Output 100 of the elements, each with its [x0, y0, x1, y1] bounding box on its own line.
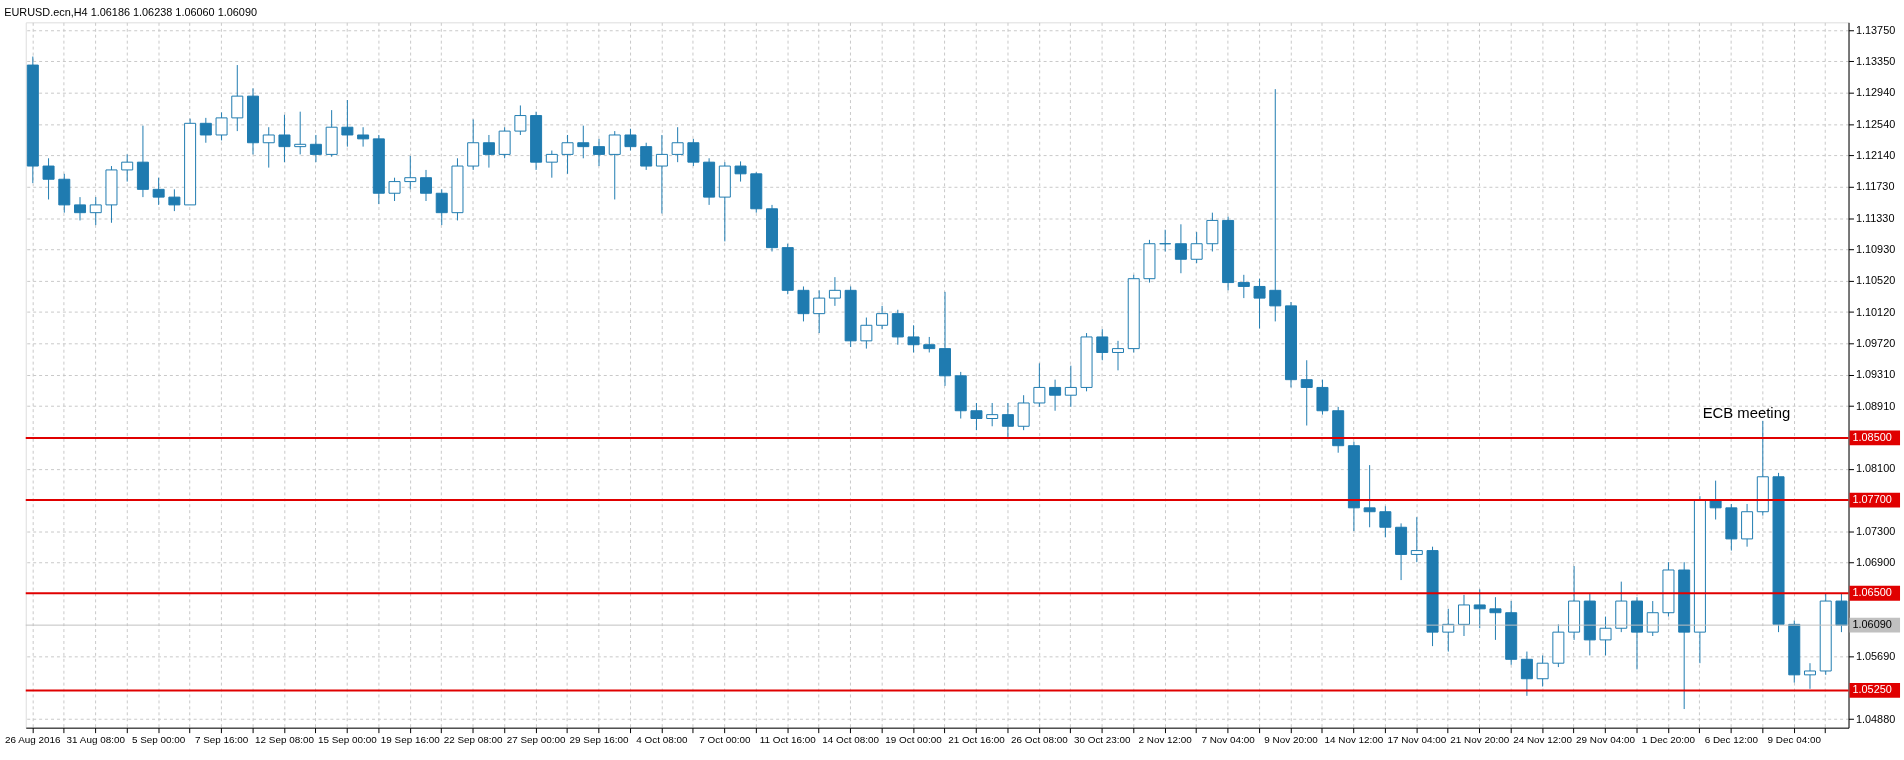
candlestick [435, 188, 448, 226]
candlestick [1159, 229, 1172, 252]
candlestick [1599, 616, 1612, 656]
candlestick [1489, 596, 1502, 641]
candlestick [231, 64, 244, 132]
candlestick [152, 177, 165, 206]
candlestick [608, 130, 621, 200]
candlestick [1473, 588, 1486, 629]
candlestick [687, 138, 700, 167]
x-tick-label: 15 Sep 00:00 [317, 734, 378, 746]
candlestick [1269, 88, 1282, 322]
y-tick-label: 1.04880 [1855, 712, 1896, 725]
ref-line-label: 1.06090 [1852, 618, 1892, 631]
y-tick-label: 1.10520 [1855, 274, 1896, 287]
y-tick-label: 1.08100 [1855, 462, 1896, 475]
candlestick [1410, 516, 1423, 563]
x-tick-label: 21 Oct 16:00 [948, 734, 1006, 746]
candlestick [420, 169, 433, 202]
y-tick-label: 1.09720 [1855, 336, 1896, 349]
x-tick-label: 26 Oct 08:00 [1011, 734, 1069, 746]
candlestick [593, 138, 606, 167]
candlestick [986, 402, 999, 427]
candlestick [797, 285, 810, 322]
candlestick [1237, 274, 1250, 299]
candlestick [482, 134, 495, 169]
candlestick [624, 128, 637, 152]
x-tick-label: 12 Sep 08:00 [255, 734, 315, 746]
candlestick [1379, 505, 1392, 538]
candlestick [561, 134, 574, 175]
candlestick [467, 118, 480, 171]
y-tick-label: 1.12540 [1855, 117, 1896, 130]
y-tick-label: 1.10930 [1855, 242, 1896, 255]
y-tick-label: 1.09310 [1855, 368, 1896, 381]
y-tick-label: 1.11330 [1855, 211, 1895, 224]
candlestick [1112, 340, 1125, 371]
candlestick [545, 150, 558, 179]
candlestick [498, 126, 511, 159]
candlestick [577, 125, 590, 159]
ref-line-label: 1.05250 [1852, 683, 1892, 696]
x-tick-label: 29 Nov 04:00 [1576, 734, 1636, 746]
x-tick-label: 6 Dec 12:00 [1704, 734, 1759, 746]
candlestick [309, 134, 322, 163]
x-tick-label: 2 Nov 12:00 [1138, 734, 1193, 746]
candlestick [734, 160, 747, 183]
y-tick-label: 1.07300 [1855, 524, 1896, 537]
ref-line-label: 1.08500 [1852, 430, 1892, 443]
y-tick-label: 1.13350 [1855, 54, 1896, 67]
x-tick-label: 4 Oct 08:00 [636, 734, 688, 746]
candlestick [1017, 394, 1030, 431]
candlestick [262, 126, 275, 169]
y-tick-label: 1.11730 [1855, 180, 1895, 193]
candlestick [1001, 402, 1014, 438]
candlestick [828, 276, 841, 307]
candlestick [1457, 594, 1470, 637]
x-tick-label: 1 Dec 20:00 [1641, 734, 1696, 746]
candlestick [514, 104, 527, 136]
candlestick [1096, 328, 1109, 361]
y-tick-label: 1.13750 [1855, 23, 1896, 36]
x-tick-label: 11 Oct 16:00 [759, 734, 817, 746]
candlestick [1174, 223, 1187, 274]
x-tick-label: 17 Nov 04:00 [1387, 734, 1447, 746]
x-tick-label: 7 Nov 04:00 [1201, 734, 1256, 746]
x-tick-label: 14 Nov 12:00 [1324, 734, 1384, 746]
y-tick-label: 1.12140 [1855, 148, 1896, 161]
x-tick-label: 31 Aug 08:00 [66, 734, 126, 746]
candlestick [1803, 662, 1816, 690]
x-tick-label: 19 Oct 00:00 [885, 734, 943, 746]
candlestick [1049, 379, 1062, 412]
candlestick [341, 99, 354, 148]
x-tick-label: 29 Sep 16:00 [569, 734, 629, 746]
candlestick [1190, 231, 1203, 264]
candlestick [876, 305, 889, 330]
candlestick [1206, 212, 1219, 252]
candlestick [970, 402, 983, 431]
candlestick [1520, 651, 1533, 697]
x-tick-label: 7 Oct 00:00 [699, 734, 751, 746]
candlestick [860, 317, 873, 350]
candlestick [42, 157, 55, 200]
x-tick-label: 24 Nov 12:00 [1513, 734, 1573, 746]
candlestick [891, 309, 904, 346]
candlestick [1646, 600, 1659, 637]
x-tick-label: 22 Sep 08:00 [443, 734, 504, 746]
candlestick [1363, 464, 1376, 528]
candlestick [1316, 379, 1329, 416]
ref-line-label: 1.06500 [1852, 586, 1892, 599]
y-tick-label: 1.05690 [1855, 649, 1896, 662]
candlestick [404, 155, 417, 190]
candlestick [1064, 365, 1077, 408]
y-tick-label: 1.06900 [1855, 555, 1896, 568]
candlestick [121, 153, 134, 183]
candlestick [813, 289, 826, 334]
x-tick-label: 19 Sep 16:00 [380, 734, 441, 746]
candlestick [168, 188, 181, 212]
annotation: ECB meeting [1702, 404, 1791, 421]
candlestick [89, 196, 102, 226]
candlestick [1253, 278, 1266, 329]
y-tick-label: 1.08910 [1855, 399, 1896, 412]
x-tick-label: 14 Oct 08:00 [822, 734, 880, 746]
candlestick [640, 142, 653, 171]
x-tick-label: 7 Sep 16:00 [194, 734, 249, 746]
